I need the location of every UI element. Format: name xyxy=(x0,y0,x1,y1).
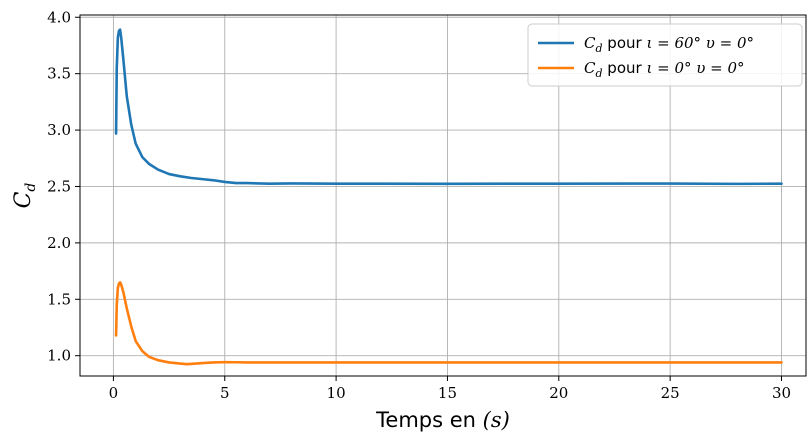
legend-entry-2: Cd pour ι = 0° υ = 0° xyxy=(584,59,745,80)
ticks xyxy=(75,16,783,381)
y-tick-label: 2.5 xyxy=(47,177,71,195)
y-tick-label: 4.0 xyxy=(47,8,71,26)
grid xyxy=(80,15,806,376)
legend-entry-1: Cd pour ι = 60° υ = 0° xyxy=(584,34,754,55)
y-tick-label: 1.0 xyxy=(47,347,71,365)
y-tick-label: 2.0 xyxy=(47,234,71,252)
x-axis-label: Temps en (s) xyxy=(375,408,510,432)
y-tick-label: 1.5 xyxy=(47,290,71,308)
plot-frame xyxy=(79,14,807,377)
x-tick-label: 25 xyxy=(661,384,680,402)
x-tick-label: 5 xyxy=(220,384,230,402)
series-line-1 xyxy=(114,28,783,186)
legend: Cd pour ι = 60° υ = 0° Cd pour ι = 0° υ =… xyxy=(527,23,803,87)
series-line-2 xyxy=(114,281,783,366)
y-tick-label: 3.5 xyxy=(47,65,71,83)
tick-labels: 0 5 10 15 20 25 30 1.0 1.5 2.0 2.5 3.0 3.5 4.0 xyxy=(47,8,791,402)
x-tick-label: 30 xyxy=(772,384,791,402)
x-tick-label: 20 xyxy=(549,384,568,402)
x-tick-label: 10 xyxy=(327,384,346,402)
x-tick-label: 15 xyxy=(438,384,457,402)
x-tick-label: 0 xyxy=(109,384,119,402)
series-layer xyxy=(114,28,783,366)
legend-box xyxy=(527,23,803,87)
y-tick-label: 3.0 xyxy=(47,121,71,139)
y-axis-label: Cd xyxy=(11,183,39,209)
